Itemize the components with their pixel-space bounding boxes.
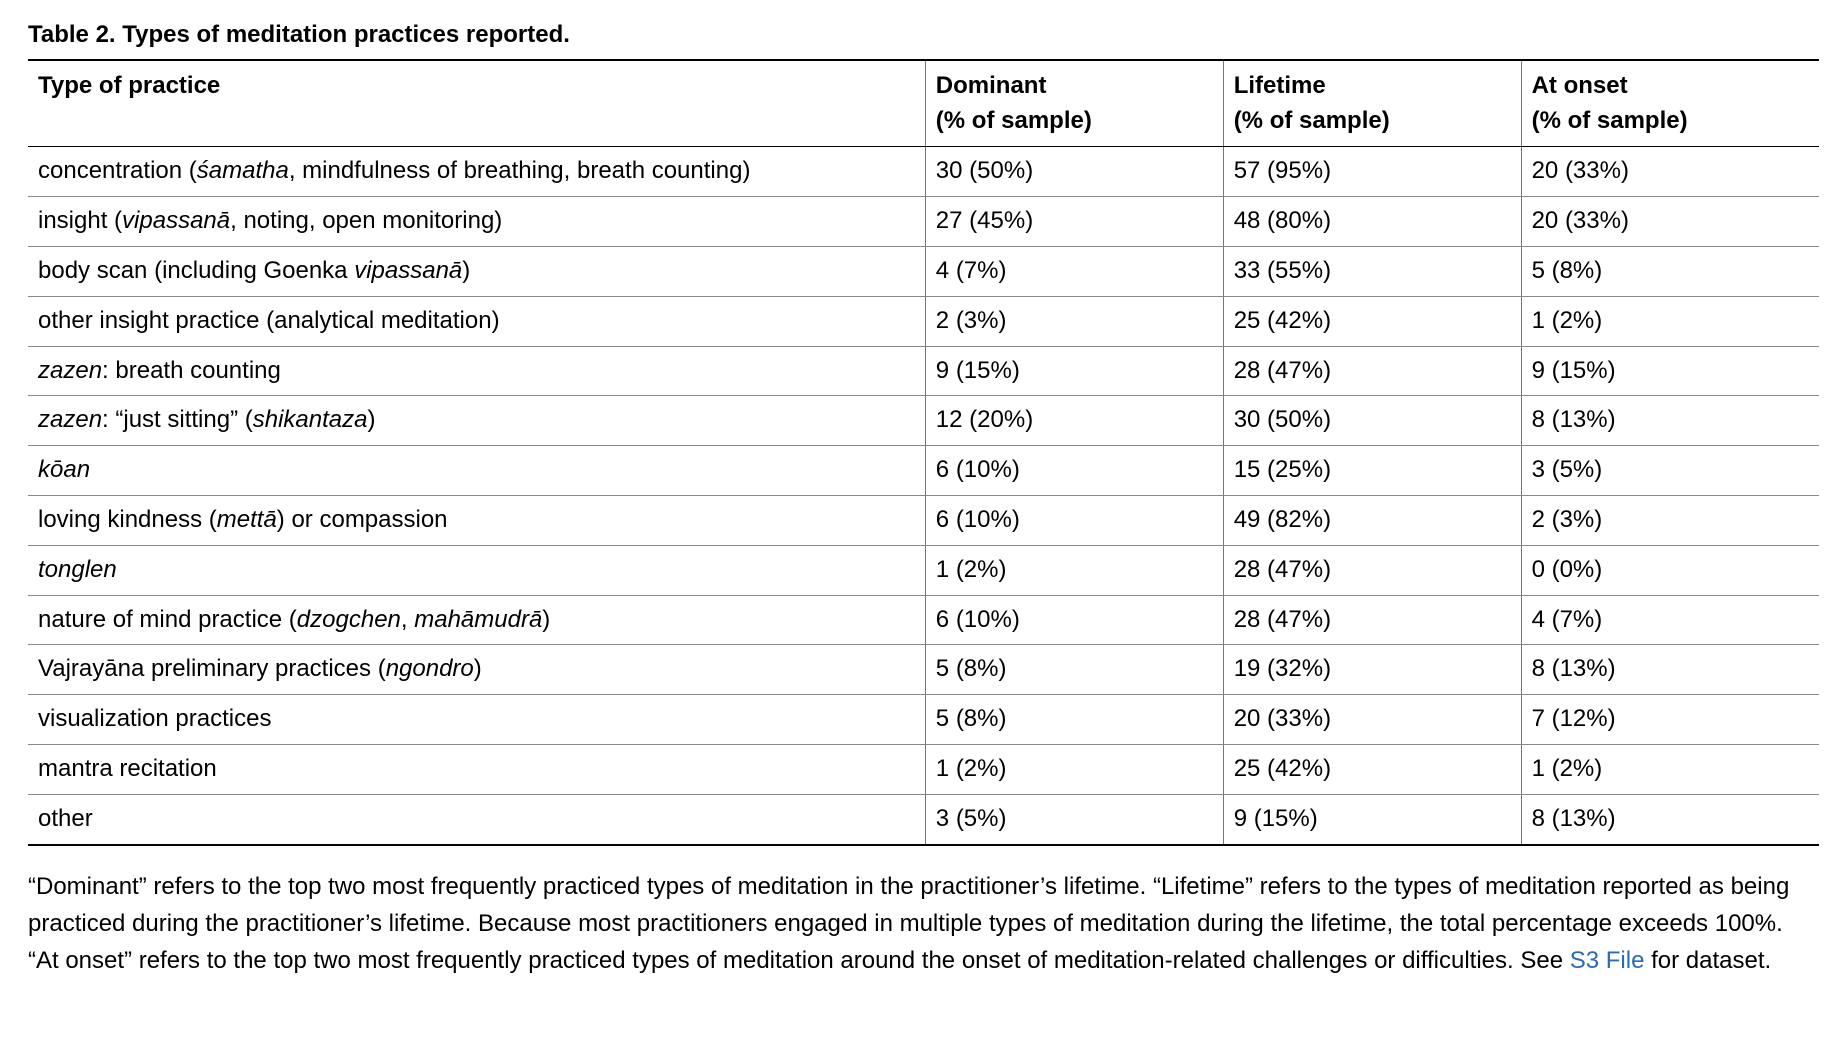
cell-onset: 9 (15%) <box>1521 346 1819 396</box>
cell-dominant: 12 (20%) <box>925 396 1223 446</box>
cell-lifetime: 49 (82%) <box>1223 495 1521 545</box>
col-header-lifetime: Lifetime (% of sample) <box>1223 60 1521 147</box>
table-caption: “Dominant” refers to the top two most fr… <box>28 868 1819 980</box>
cell-lifetime: 57 (95%) <box>1223 147 1521 197</box>
cell-lifetime: 20 (33%) <box>1223 695 1521 745</box>
cell-practice: mantra recitation <box>28 744 925 794</box>
cell-practice: other <box>28 794 925 844</box>
cell-practice: Vajrayāna preliminary practices (ngondro… <box>28 645 925 695</box>
cell-lifetime: 25 (42%) <box>1223 744 1521 794</box>
cell-dominant: 6 (10%) <box>925 446 1223 496</box>
meditation-practices-table: Type of practice Dominant (% of sample) … <box>28 59 1819 846</box>
cell-onset: 8 (13%) <box>1521 645 1819 695</box>
table-row: body scan (including Goenka vipassanā)4 … <box>28 246 1819 296</box>
cell-onset: 2 (3%) <box>1521 495 1819 545</box>
cell-onset: 5 (8%) <box>1521 246 1819 296</box>
caption-link-s3file[interactable]: S3 File <box>1570 947 1645 974</box>
caption-text-after: for dataset. <box>1644 947 1771 974</box>
cell-practice: nature of mind practice (dzogchen, mahām… <box>28 595 925 645</box>
table-row: loving kindness (mettā) or compassion6 (… <box>28 495 1819 545</box>
cell-onset: 1 (2%) <box>1521 296 1819 346</box>
cell-dominant: 6 (10%) <box>925 495 1223 545</box>
cell-onset: 7 (12%) <box>1521 695 1819 745</box>
col-header-lifetime-line2: (% of sample) <box>1234 107 1390 134</box>
page-container: Table 2. Types of meditation practices r… <box>0 0 1847 1043</box>
cell-dominant: 2 (3%) <box>925 296 1223 346</box>
cell-practice: body scan (including Goenka vipassanā) <box>28 246 925 296</box>
col-header-onset-line2: (% of sample) <box>1532 107 1688 134</box>
col-header-dominant: Dominant (% of sample) <box>925 60 1223 147</box>
cell-onset: 8 (13%) <box>1521 396 1819 446</box>
cell-practice: visualization practices <box>28 695 925 745</box>
cell-lifetime: 9 (15%) <box>1223 794 1521 844</box>
cell-practice: tonglen <box>28 545 925 595</box>
table-row: zazen: breath counting9 (15%)28 (47%)9 (… <box>28 346 1819 396</box>
cell-dominant: 3 (5%) <box>925 794 1223 844</box>
cell-onset: 3 (5%) <box>1521 446 1819 496</box>
table-row: mantra recitation1 (2%)25 (42%)1 (2%) <box>28 744 1819 794</box>
cell-practice: concentration (śamatha, mindfulness of b… <box>28 147 925 197</box>
cell-practice: other insight practice (analytical medit… <box>28 296 925 346</box>
col-header-onset-line1: At onset <box>1532 72 1628 99</box>
cell-dominant: 5 (8%) <box>925 645 1223 695</box>
table-row: concentration (śamatha, mindfulness of b… <box>28 147 1819 197</box>
table-row: Vajrayāna preliminary practices (ngondro… <box>28 645 1819 695</box>
cell-dominant: 9 (15%) <box>925 346 1223 396</box>
cell-onset: 1 (2%) <box>1521 744 1819 794</box>
cell-dominant: 1 (2%) <box>925 545 1223 595</box>
cell-lifetime: 19 (32%) <box>1223 645 1521 695</box>
cell-dominant: 4 (7%) <box>925 246 1223 296</box>
table-row: other3 (5%)9 (15%)8 (13%) <box>28 794 1819 844</box>
cell-onset: 0 (0%) <box>1521 545 1819 595</box>
table-row: kōan6 (10%)15 (25%)3 (5%) <box>28 446 1819 496</box>
table-row: zazen: “just sitting” (shikantaza)12 (20… <box>28 396 1819 446</box>
cell-practice: kōan <box>28 446 925 496</box>
table-row: nature of mind practice (dzogchen, mahām… <box>28 595 1819 645</box>
table-body: concentration (śamatha, mindfulness of b… <box>28 147 1819 845</box>
col-header-dominant-line1: Dominant <box>936 72 1047 99</box>
cell-onset: 8 (13%) <box>1521 794 1819 844</box>
cell-onset: 20 (33%) <box>1521 147 1819 197</box>
col-header-type: Type of practice <box>28 60 925 147</box>
cell-practice: zazen: breath counting <box>28 346 925 396</box>
cell-dominant: 1 (2%) <box>925 744 1223 794</box>
cell-practice: insight (vipassanā, noting, open monitor… <box>28 197 925 247</box>
table-title: Table 2. Types of meditation practices r… <box>28 18 1819 53</box>
cell-lifetime: 25 (42%) <box>1223 296 1521 346</box>
cell-lifetime: 48 (80%) <box>1223 197 1521 247</box>
cell-lifetime: 28 (47%) <box>1223 346 1521 396</box>
cell-lifetime: 15 (25%) <box>1223 446 1521 496</box>
cell-lifetime: 28 (47%) <box>1223 545 1521 595</box>
cell-dominant: 5 (8%) <box>925 695 1223 745</box>
cell-practice: loving kindness (mettā) or compassion <box>28 495 925 545</box>
col-header-dominant-line2: (% of sample) <box>936 107 1092 134</box>
table-row: insight (vipassanā, noting, open monitor… <box>28 197 1819 247</box>
cell-dominant: 27 (45%) <box>925 197 1223 247</box>
cell-onset: 4 (7%) <box>1521 595 1819 645</box>
cell-lifetime: 30 (50%) <box>1223 396 1521 446</box>
table-row: visualization practices5 (8%)20 (33%)7 (… <box>28 695 1819 745</box>
cell-lifetime: 33 (55%) <box>1223 246 1521 296</box>
table-row: other insight practice (analytical medit… <box>28 296 1819 346</box>
table-header-row: Type of practice Dominant (% of sample) … <box>28 60 1819 147</box>
table-row: tonglen1 (2%)28 (47%)0 (0%) <box>28 545 1819 595</box>
cell-onset: 20 (33%) <box>1521 197 1819 247</box>
cell-practice: zazen: “just sitting” (shikantaza) <box>28 396 925 446</box>
cell-lifetime: 28 (47%) <box>1223 595 1521 645</box>
cell-dominant: 6 (10%) <box>925 595 1223 645</box>
cell-dominant: 30 (50%) <box>925 147 1223 197</box>
col-header-lifetime-line1: Lifetime <box>1234 72 1326 99</box>
col-header-onset: At onset (% of sample) <box>1521 60 1819 147</box>
